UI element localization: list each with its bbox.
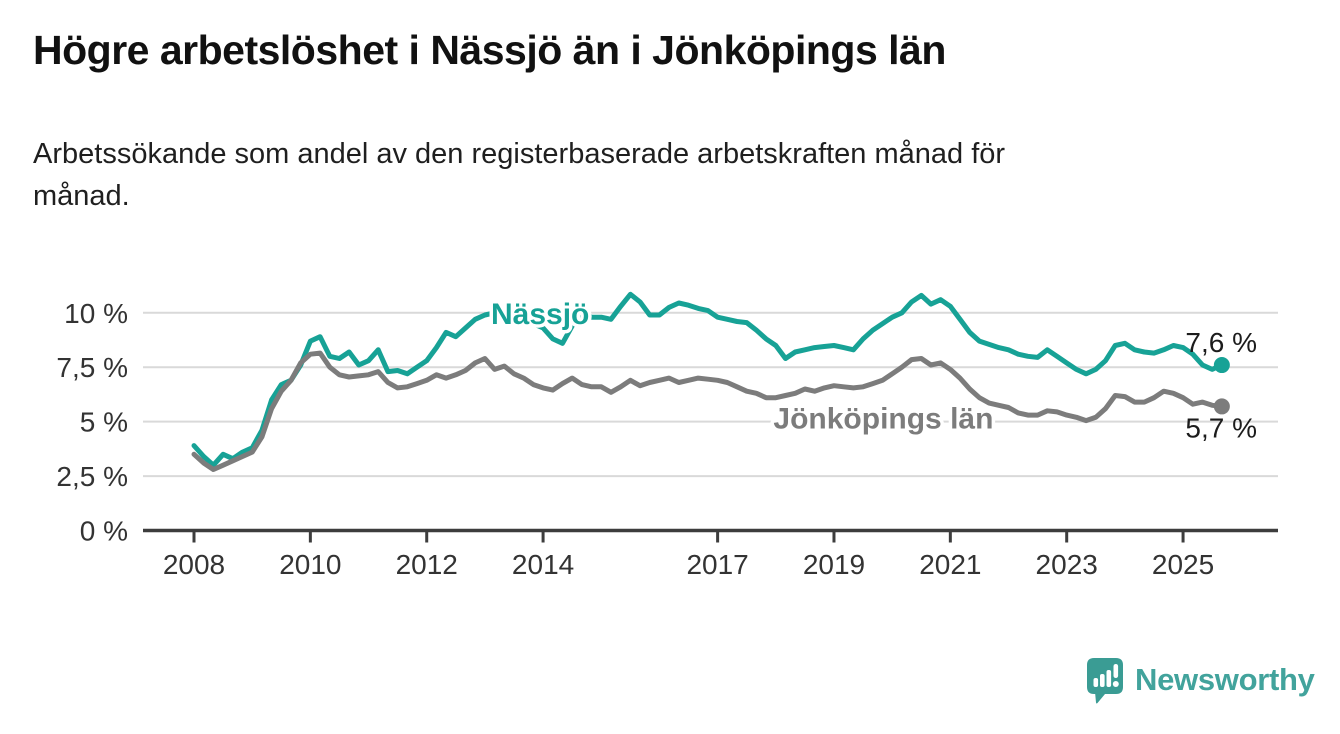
y-tick-label-7.5: 7,5 %	[56, 352, 128, 383]
series-line-jonkopings-lan	[191, 350, 1225, 472]
series-end-dot-jonkopings-lan	[1213, 398, 1230, 415]
x-tick-label-2019: 2019	[803, 549, 865, 580]
y-tick-label-2.5: 2,5 %	[56, 461, 128, 492]
x-tick-label-2023: 2023	[1036, 549, 1098, 580]
series-name-label-nassjo: Nässjö	[491, 298, 589, 331]
y-tick-label-10: 10 %	[64, 298, 128, 329]
bar-medium	[1100, 674, 1105, 687]
chart-subtitle-line2: månad.	[33, 180, 130, 212]
series-name-label-jonkopings-lan: Jönköpings län	[773, 402, 993, 435]
x-tick-label-2012: 2012	[396, 549, 458, 580]
x-tick-label-2025: 2025	[1152, 549, 1214, 580]
newsworthy-logo-icon	[1087, 658, 1123, 704]
speech-bubble-shape	[1087, 658, 1123, 704]
x-tick-label-2010: 2010	[279, 549, 341, 580]
chart-annotations: 7,6 % Nässjö 5,7 % Jönköpings län	[487, 294, 1257, 443]
exclamation-stem	[1113, 664, 1119, 678]
series-line-nassjo	[191, 291, 1225, 468]
exclamation-dot	[1112, 681, 1119, 687]
y-tick-label-0: 0 %	[80, 516, 128, 547]
series-end-value-jonkopings-lan: 5,7 %	[1185, 412, 1257, 443]
x-tick-label-2017: 2017	[686, 549, 748, 580]
x-tick-label-2008: 2008	[163, 549, 225, 580]
chart-subtitle-line1: Arbetssökande som andel av den registerb…	[33, 138, 1006, 170]
bar-small	[1093, 678, 1099, 687]
chart-subtitle: Arbetssökande som andel av den registerb…	[33, 133, 1005, 217]
series-lines	[191, 291, 1230, 472]
x-tick-label-2021: 2021	[919, 549, 981, 580]
axes: 0 % 2,5 % 5 % 7,5 % 10 % 2008 2010 2012 2014 2017…	[56, 298, 1278, 580]
bar-tall	[1106, 670, 1112, 687]
x-tick-label-2014: 2014	[512, 549, 574, 580]
newsworthy-logo: Newsworthy	[1085, 656, 1315, 704]
y-tick-label-5: 5 %	[80, 407, 128, 438]
series-end-dot-nassjo	[1213, 357, 1230, 374]
series-end-value-nassjo: 7,6 %	[1185, 327, 1257, 358]
chart-title: Högre arbetslöshet i Nässjö än i Jönköpi…	[33, 27, 946, 73]
newsworthy-logo-text: Newsworthy	[1135, 662, 1315, 697]
